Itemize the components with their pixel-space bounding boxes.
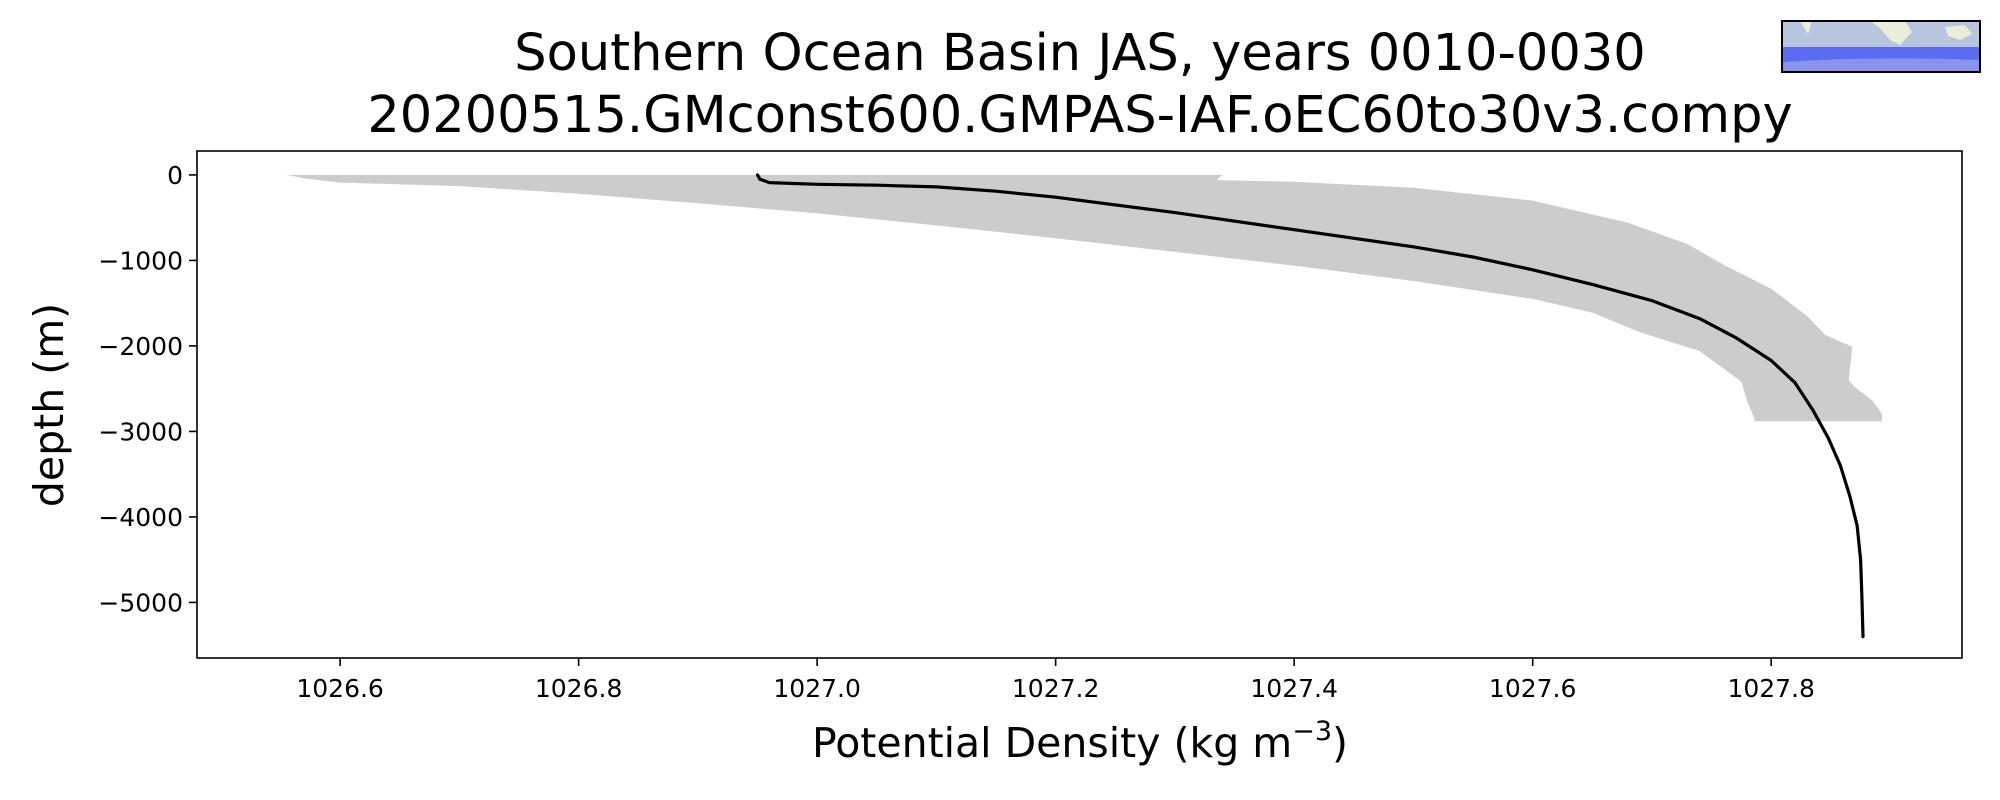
x-tick-label: 1027.0 — [773, 674, 860, 703]
x-axis-label-main: Potential Density (kg m — [812, 719, 1292, 767]
axes-frame — [196, 150, 1963, 659]
range-band — [286, 174, 1883, 422]
inset-map-frame — [1781, 20, 1981, 73]
x-axis-ticks: 1026.6 1026.8 1027.0 1027.2 1027.4 1027.6 1027… — [296, 658, 1815, 703]
series-line-mean — [755, 173, 1865, 639]
x-tick-label: 1026.8 — [535, 674, 622, 703]
plot-lines-layer — [755, 173, 1865, 639]
inset-map — [1781, 20, 1981, 73]
x-tick-label: 1027.6 — [1489, 674, 1576, 703]
x-axis-label: Potential Density (kg m−3) — [812, 716, 1348, 767]
plot-band-layer — [286, 174, 1883, 422]
y-tick-label: −3000 — [98, 417, 183, 446]
inset-map-america-tip — [1800, 21, 1812, 34]
y-axis-label: depth (m) — [25, 303, 73, 507]
y-tick-label: −4000 — [98, 503, 183, 532]
x-tick-label: 1026.6 — [296, 674, 383, 703]
y-tick-label: −1000 — [98, 246, 183, 275]
chart-subtitle: 20200515.GMconst600.GMPAS-IAF.oEC60to30v… — [367, 86, 1792, 145]
x-axis-label-exponent: −3 — [1292, 716, 1332, 747]
y-tick-label: 0 — [167, 161, 183, 190]
inset-map-africa — [1870, 21, 1912, 45]
inset-map-antarctica — [1782, 58, 1980, 72]
x-axis-label-close: ) — [1332, 719, 1348, 767]
x-tick-label: 1027.4 — [1250, 674, 1337, 703]
inset-map-australia — [1945, 25, 1972, 40]
y-axis-ticks: 0 −1000 −2000 −3000 −4000 −5000 — [98, 161, 197, 617]
x-tick-label: 1027.8 — [1727, 674, 1814, 703]
chart-title: Southern Ocean Basin JAS, years 0010-003… — [514, 24, 1645, 83]
y-tick-label: −2000 — [98, 332, 183, 361]
x-tick-label: 1027.2 — [1012, 674, 1099, 703]
y-tick-label: −5000 — [98, 588, 183, 617]
